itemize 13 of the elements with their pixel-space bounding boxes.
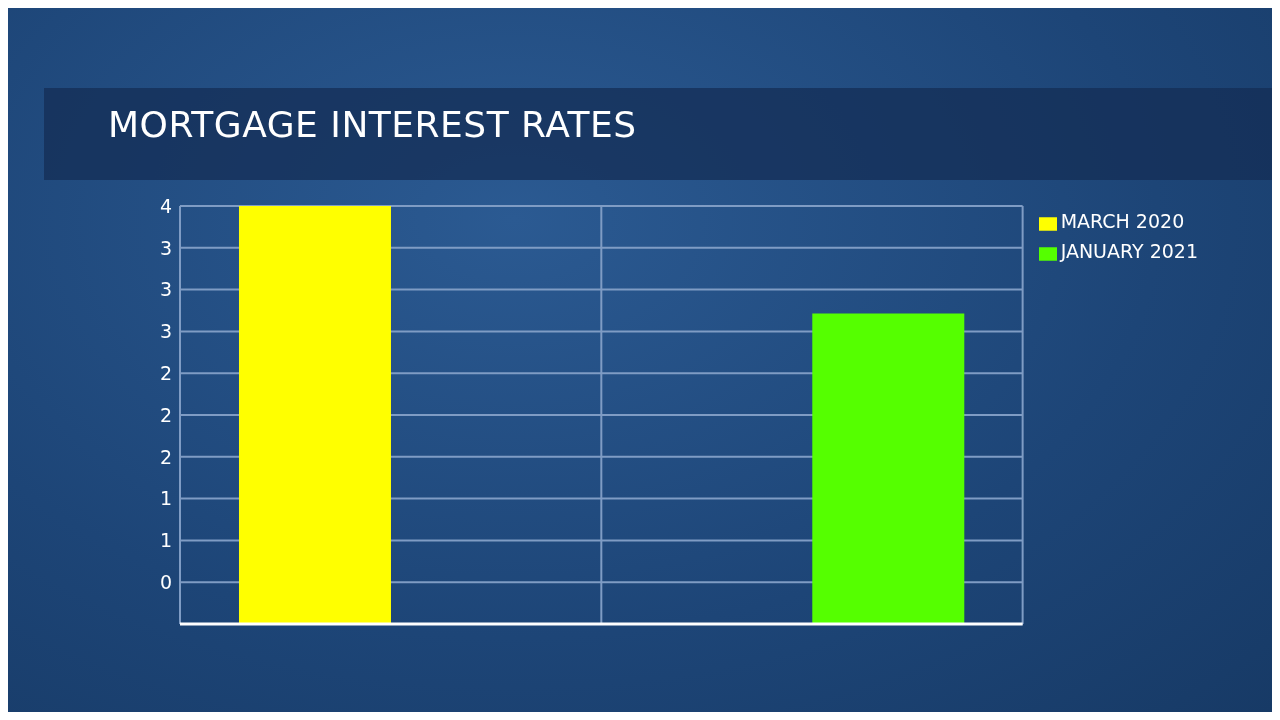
y-tick-label: 2 [159, 445, 172, 468]
legend-label: JANUARY 2021 [1060, 240, 1198, 262]
legend-label: MARCH 2020 [1060, 210, 1185, 232]
y-tick-label: 2 [159, 403, 172, 426]
y-tick-label: 3 [159, 320, 172, 343]
y-tick-label: 3 [159, 278, 172, 301]
y-tick-label: 0 [159, 570, 172, 593]
y-tick-label: 1 [159, 529, 172, 552]
y-tick-label: 4 [159, 194, 172, 217]
chart-title: MORTGAGE INTEREST RATES [108, 104, 637, 145]
y-tick-label: 1 [159, 487, 172, 510]
y-tick-label: 3 [159, 236, 172, 259]
y-tick-label: 2 [159, 361, 172, 384]
